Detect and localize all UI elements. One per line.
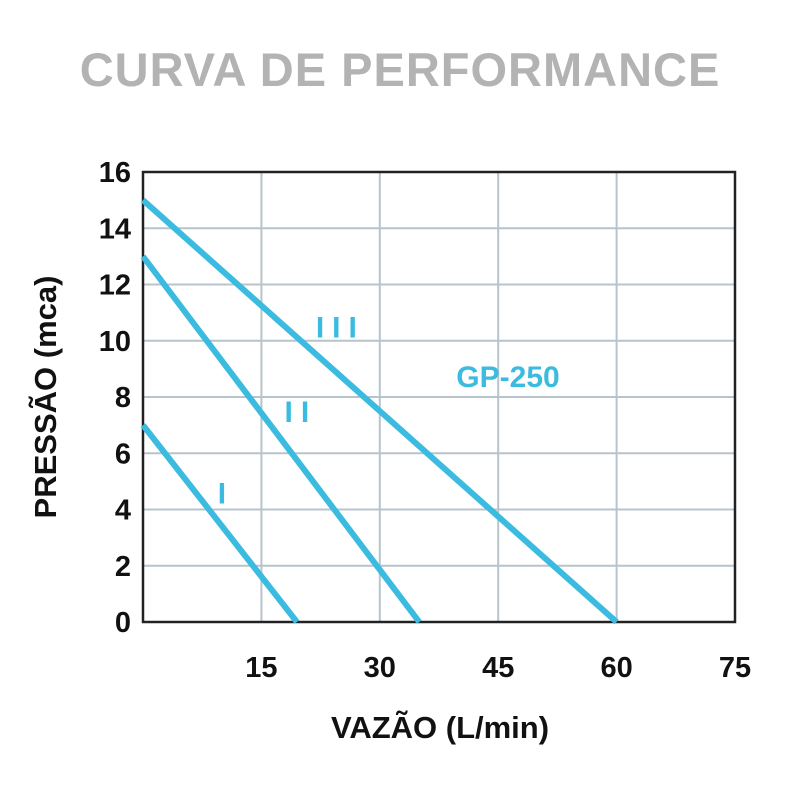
y-tick-label: 8: [115, 382, 131, 414]
x-axis-label: VAZÃO (L/min): [331, 710, 549, 745]
series-label-i: I: [218, 478, 234, 511]
grid: [143, 171, 736, 623]
series-line-i: [140, 423, 300, 624]
plot-frame: [141, 170, 737, 624]
y-tick-label: 10: [99, 326, 131, 358]
series-line-iii: [141, 197, 619, 625]
series-label-iii: III: [316, 312, 365, 345]
y-tick-label: 2: [115, 551, 131, 583]
y-tick-label: 16: [99, 157, 131, 189]
y-tick-labels: 0 2 4 6 8 10 12 14 16: [99, 157, 131, 639]
x-tick-label: 15: [245, 652, 277, 684]
x-tick-labels: 15 30 45 60 75: [245, 652, 751, 684]
y-axis-label: PRESSÃO (mca): [28, 276, 63, 519]
series-label-ii: II: [285, 396, 318, 429]
x-tick-label: 45: [482, 652, 514, 684]
x-tick-label: 75: [719, 652, 751, 684]
chart-title: CURVA DE PERFORMANCE: [79, 43, 721, 96]
y-tick-label: 4: [115, 495, 131, 527]
y-tick-label: 0: [115, 607, 131, 639]
x-tick-label: 60: [600, 652, 632, 684]
x-tick-label: 30: [364, 652, 396, 684]
y-tick-label: 6: [115, 438, 131, 470]
model-label: GP-250: [456, 361, 559, 394]
y-tick-label: 12: [99, 270, 131, 302]
y-tick-label: 14: [99, 213, 131, 245]
series-line-ii: [140, 254, 422, 624]
